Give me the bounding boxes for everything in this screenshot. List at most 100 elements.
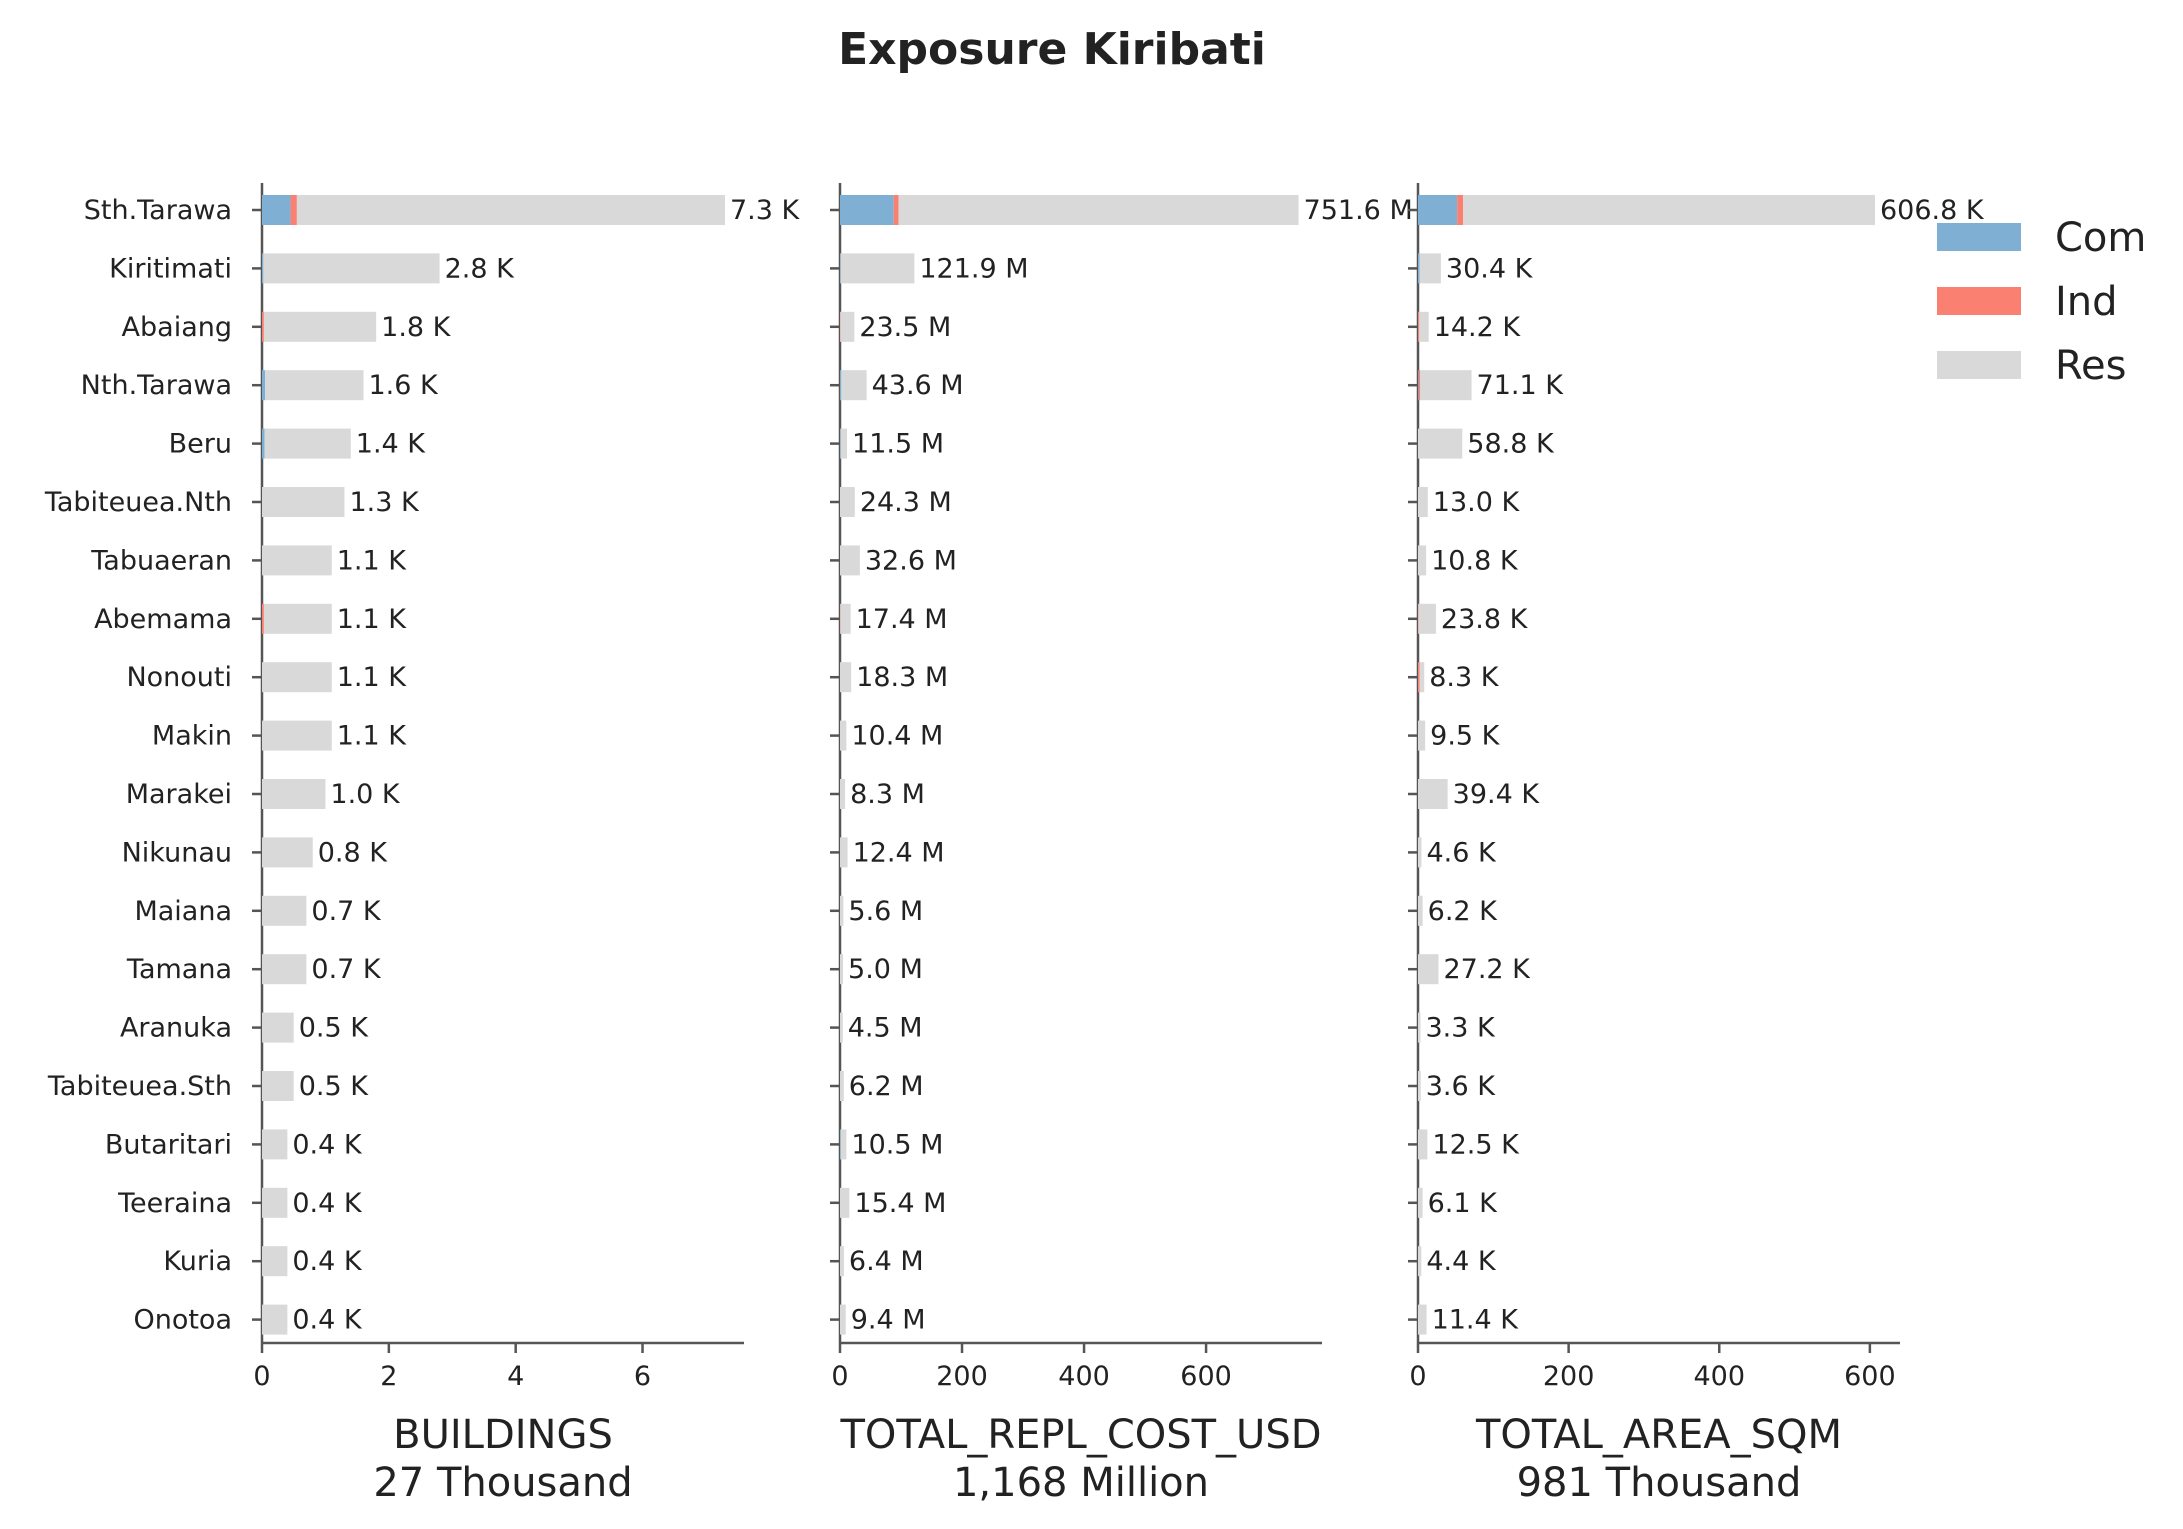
bar-res <box>1418 487 1428 517</box>
bar-res <box>840 1187 850 1218</box>
bar-ind <box>840 603 841 634</box>
bar-res <box>262 1246 288 1277</box>
bar-res <box>1419 662 1425 693</box>
y-tick-label: Tabuaeran <box>90 545 232 576</box>
bar-res <box>263 603 332 634</box>
bar-res <box>840 1129 847 1160</box>
y-tick-label: Abemama <box>94 604 232 635</box>
data-label: 8.3 M <box>850 779 925 810</box>
data-label: 0.7 K <box>311 954 382 985</box>
data-label: 11.4 K <box>1432 1305 1520 1336</box>
x-tick-label: 400 <box>1058 1361 1110 1392</box>
bar-res <box>840 487 855 517</box>
data-label: 1.0 K <box>330 779 401 810</box>
bar-res <box>840 895 844 926</box>
bar-res <box>1418 1187 1423 1218</box>
data-label: 18.3 M <box>856 662 948 693</box>
y-tick-label: Butaritari <box>105 1129 232 1160</box>
data-label: 1.8 K <box>381 312 452 343</box>
data-label: 1.6 K <box>368 370 439 401</box>
bar-res <box>263 311 377 342</box>
y-tick-label: Aranuka <box>120 1013 232 1044</box>
data-label: 0.4 K <box>292 1129 363 1160</box>
bar-res <box>841 370 867 401</box>
bar-res <box>1418 1304 1427 1335</box>
bar-res <box>1418 428 1463 459</box>
y-tick-label: Tamana <box>126 954 232 985</box>
legend-swatch-res <box>1937 351 2021 379</box>
bar-com <box>262 253 264 284</box>
bar-com <box>1418 195 1458 225</box>
legend-label-ind: Ind <box>2055 279 2118 325</box>
data-label: 0.4 K <box>292 1188 363 1219</box>
bar-res <box>1418 779 1448 809</box>
bar-res <box>1418 1071 1421 1101</box>
data-label: 5.6 M <box>848 896 923 927</box>
bar-res <box>1418 1246 1422 1277</box>
bar-res <box>840 837 848 868</box>
data-label: 1.1 K <box>337 721 408 752</box>
legend-swatch-com <box>1937 223 2021 251</box>
y-tick-label: Marakei <box>126 779 232 810</box>
bar-com <box>1418 370 1419 401</box>
bar-res <box>1419 253 1441 284</box>
y-tick-label: Nonouti <box>126 662 232 693</box>
data-label: 1.1 K <box>337 604 408 635</box>
y-tick-label: Onotoa <box>133 1305 232 1336</box>
data-label: 71.1 K <box>1477 370 1565 401</box>
x-axis-label: BUILDINGS <box>393 1412 613 1458</box>
bar-com <box>840 195 894 225</box>
data-label: 9.5 K <box>1430 721 1501 752</box>
data-label: 0.5 K <box>299 1071 370 1102</box>
bar-res <box>1418 1129 1428 1160</box>
data-label: 5.0 M <box>848 954 923 985</box>
data-label: 1.3 K <box>349 487 420 518</box>
data-label: 58.8 K <box>1467 429 1555 460</box>
bar-res <box>262 1071 294 1101</box>
bar-res <box>840 1071 844 1101</box>
panel-total-subtitle: 27 Thousand <box>373 1460 632 1506</box>
bar-res <box>262 954 307 985</box>
bar-res <box>262 1129 288 1160</box>
bar-res <box>840 720 847 751</box>
bar-res <box>262 1187 288 1218</box>
bar-res <box>262 487 345 517</box>
y-tick-label: Makin <box>152 721 232 752</box>
bar-res <box>1419 311 1429 342</box>
data-label: 30.4 K <box>1446 253 1534 284</box>
x-tick-label: 2 <box>380 1361 397 1392</box>
data-label: 0.8 K <box>318 837 389 868</box>
data-label: 6.4 M <box>849 1246 924 1277</box>
x-axis-label: TOTAL_AREA_SQM <box>1475 1412 1842 1458</box>
bar-res <box>296 195 725 225</box>
bar-ind <box>840 311 841 342</box>
data-label: 32.6 M <box>865 545 957 576</box>
y-tick-label: Tabiteuea.Sth <box>47 1071 232 1102</box>
bar-res <box>1420 370 1472 401</box>
bar-ind <box>893 195 899 225</box>
data-label: 10.5 M <box>851 1129 943 1160</box>
bar-res <box>840 311 855 342</box>
bar-com <box>840 253 841 284</box>
y-tick-label: Nth.Tarawa <box>81 370 232 401</box>
data-label: 3.6 K <box>1426 1071 1497 1102</box>
y-tick-label: Maiana <box>134 896 232 927</box>
x-tick-label: 0 <box>1409 1361 1426 1392</box>
bar-res <box>898 195 1299 225</box>
bar-res <box>840 1304 846 1335</box>
bar-res <box>262 1304 288 1335</box>
bar-com <box>262 195 291 225</box>
data-label: 751.6 M <box>1304 195 1413 226</box>
bar-res <box>262 895 307 926</box>
data-label: 13.0 K <box>1433 487 1521 518</box>
bar-res <box>264 428 351 459</box>
data-label: 8.3 K <box>1429 662 1500 693</box>
bar-res <box>1418 720 1426 751</box>
data-label: 121.9 M <box>919 253 1028 284</box>
x-tick-label: 0 <box>253 1361 270 1392</box>
x-tick-label: 400 <box>1693 1361 1745 1392</box>
data-label: 4.6 K <box>1426 837 1497 868</box>
bar-res <box>263 253 440 284</box>
bar-res <box>262 720 332 751</box>
